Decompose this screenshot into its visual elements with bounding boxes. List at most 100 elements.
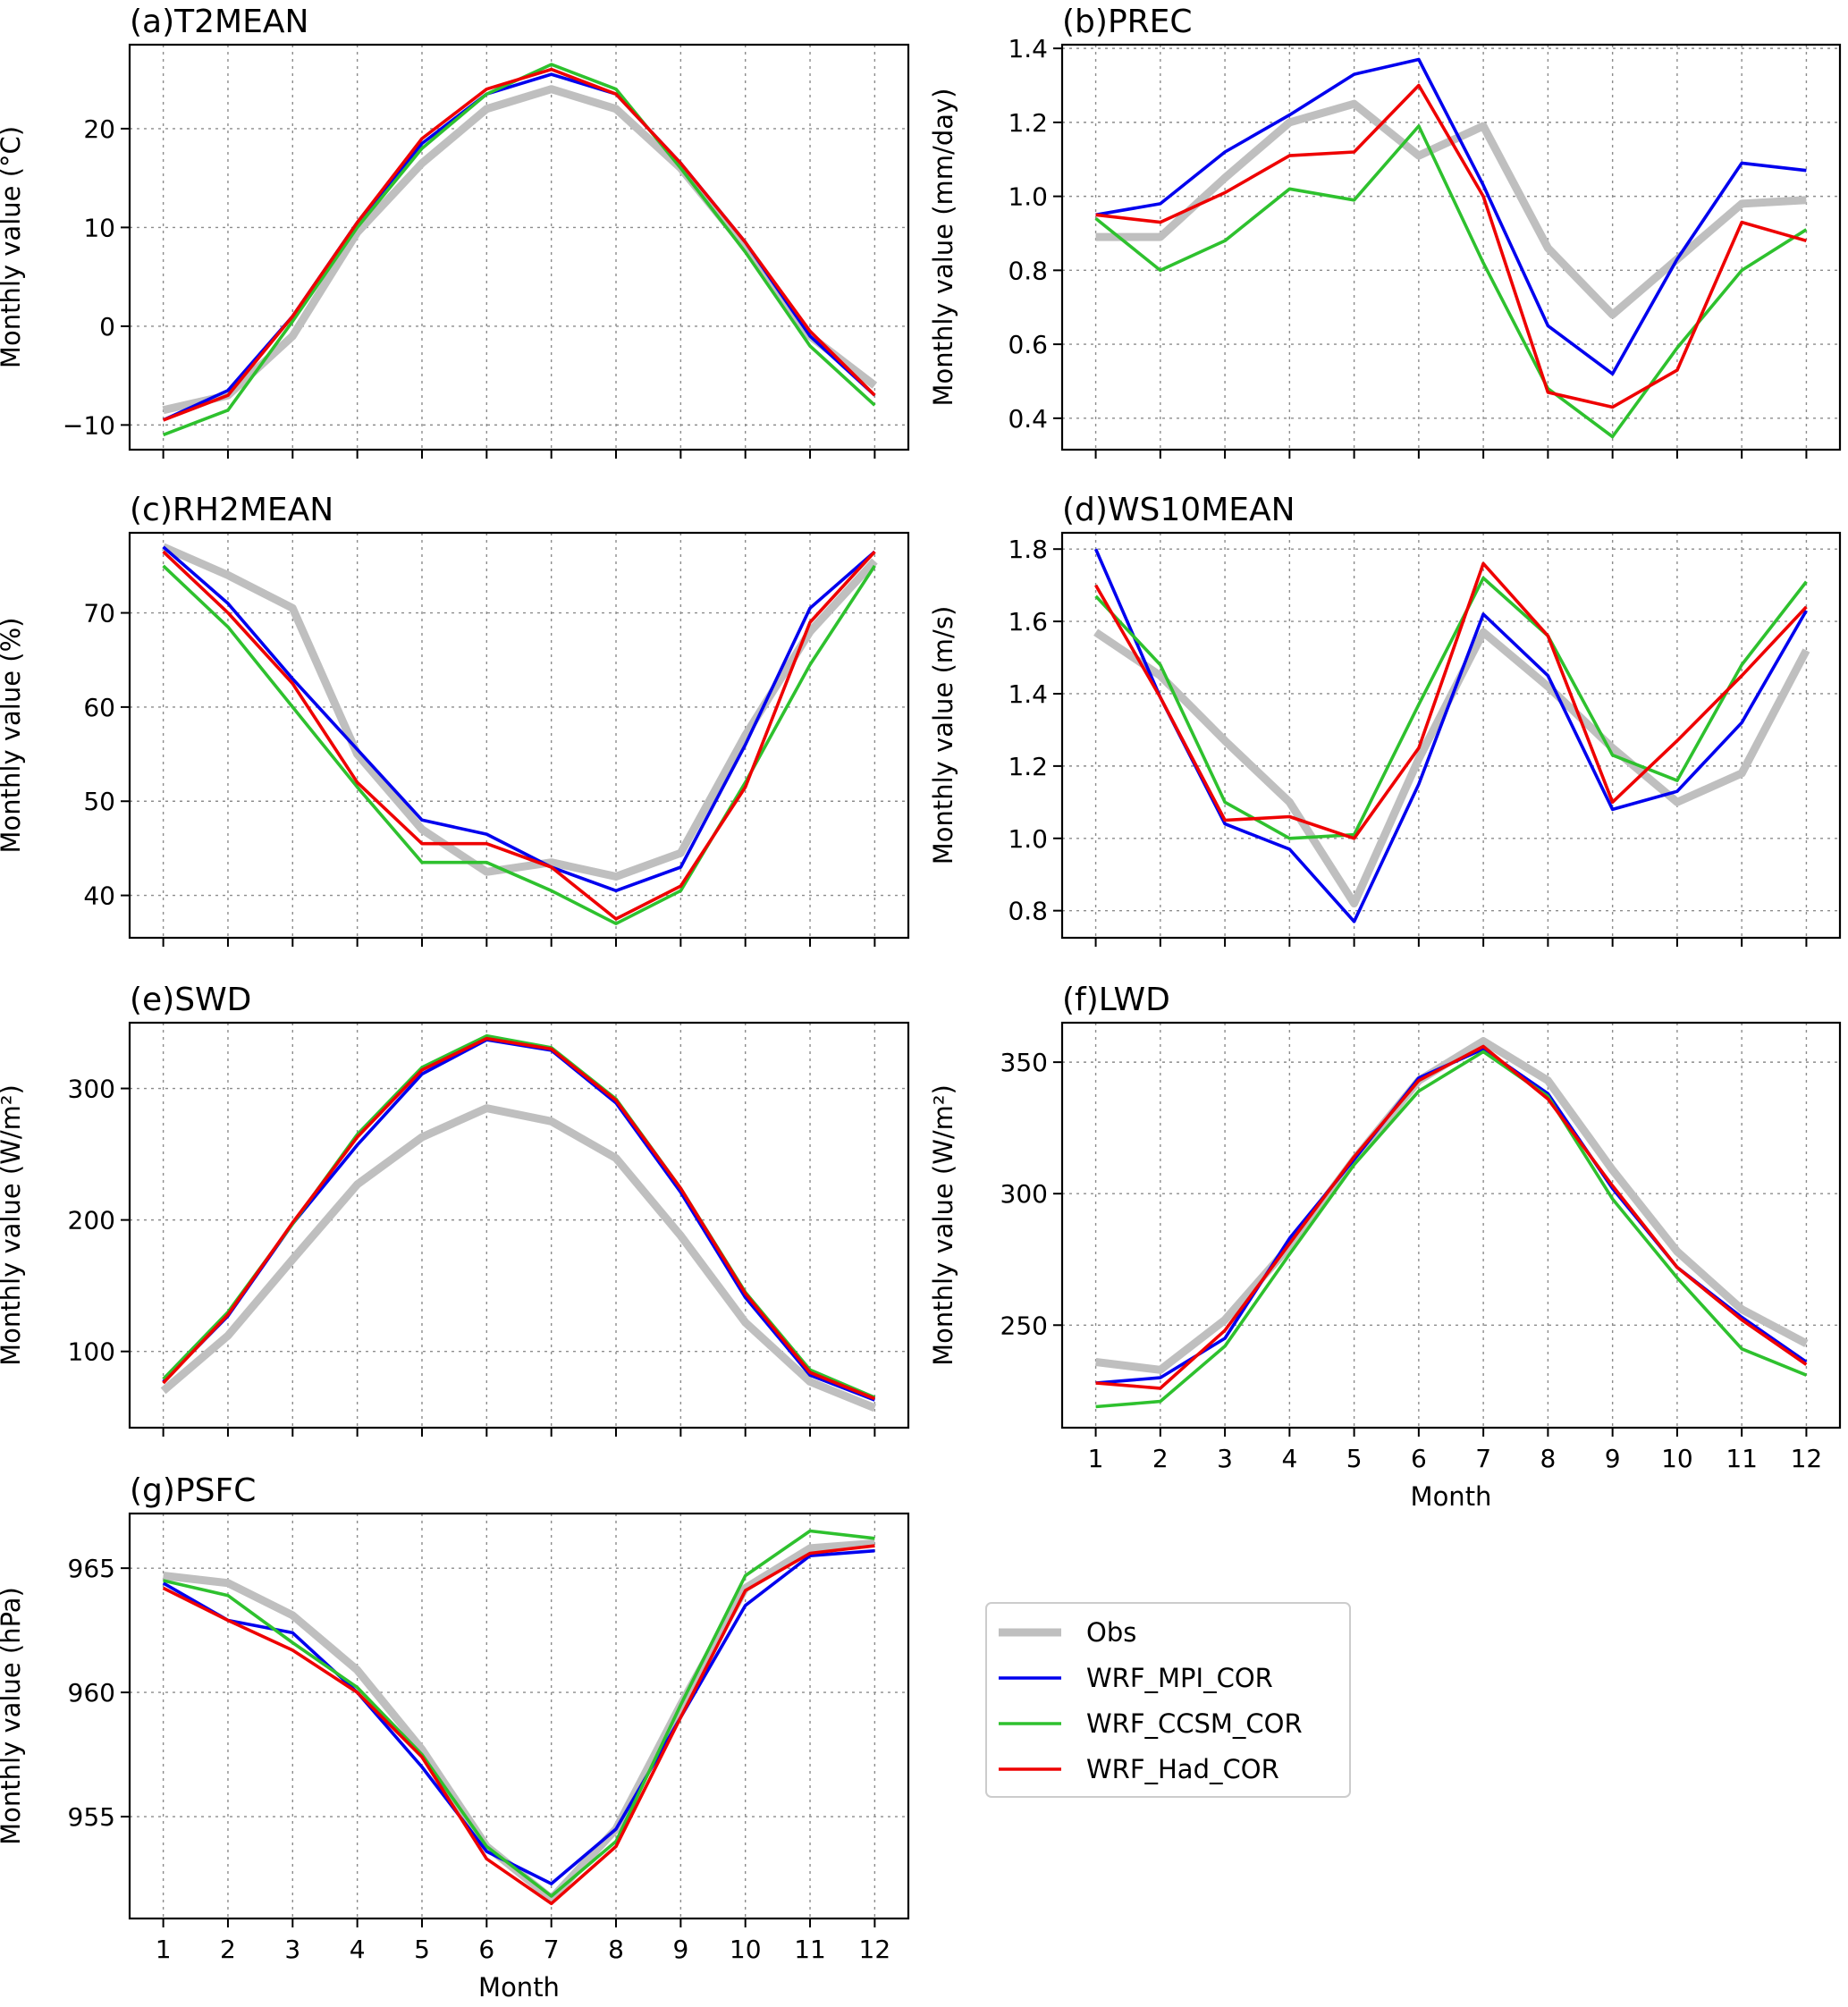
y-tick-label: 250 xyxy=(1000,1311,1048,1340)
series-group xyxy=(1093,548,1810,923)
series-line-wrf-ccsm-cor xyxy=(163,1529,875,1898)
legend-label: WRF_CCSM_COR xyxy=(1086,1708,1303,1739)
x-tick-label: 11 xyxy=(794,1935,826,1964)
y-tick-label: 70 xyxy=(83,599,115,628)
axes-frame xyxy=(128,43,910,451)
y-tick-label: 1.0 xyxy=(1008,182,1048,212)
series-group xyxy=(1094,57,1808,439)
y-axis-label: Monthly value (%) xyxy=(0,618,26,854)
y-axis-label: Monthly value (W/m²) xyxy=(928,1084,958,1366)
grid xyxy=(130,1514,908,1918)
panel-c: (c)RH2MEAN 40 50 60 70 Monthly value (%) xyxy=(0,492,910,947)
x-tick-label: 2 xyxy=(1152,1444,1169,1473)
y-tick-label: 1.2 xyxy=(1008,108,1048,138)
y-tick-label: 60 xyxy=(83,693,115,722)
series-line-obs xyxy=(162,85,878,415)
x-axis-label: Month xyxy=(478,1972,560,2003)
series-group xyxy=(161,543,878,925)
y-tick-label: 1.4 xyxy=(1008,34,1048,63)
x-axis-label: Month xyxy=(1411,1481,1492,1512)
y-axis-label: Monthly value (hPa) xyxy=(0,1587,26,1845)
y-tick-label: 0 xyxy=(99,312,115,342)
y-tick-label: 10 xyxy=(83,213,115,242)
series-line-wrf-ccsm-cor xyxy=(1094,124,1808,439)
grid xyxy=(130,45,908,450)
x-tick-label: 12 xyxy=(1791,1444,1823,1473)
x-tick-label: 1 xyxy=(1088,1444,1104,1473)
panel-title: (c)RH2MEAN xyxy=(130,492,333,528)
grid xyxy=(130,1023,908,1428)
series-group xyxy=(1095,1037,1809,1409)
y-tick-label: 0.4 xyxy=(1008,404,1048,434)
series-line-wrf-had-cor xyxy=(162,1544,875,1906)
x-tick-label: 5 xyxy=(1346,1444,1363,1473)
y-tick-label: 300 xyxy=(1000,1179,1048,1209)
panel-title: (g)PSFC xyxy=(130,1472,256,1509)
series-line-obs xyxy=(1095,1037,1809,1374)
grid xyxy=(130,533,908,938)
x-tick-label: 2 xyxy=(220,1935,236,1964)
y-tick-label: 100 xyxy=(68,1337,115,1367)
y-tick-label: 1.6 xyxy=(1008,607,1048,637)
series-line-wrf-mpi-cor xyxy=(162,545,876,893)
axes-frame xyxy=(128,1021,910,1429)
axes-frame xyxy=(1060,43,1842,451)
x-tick-label: 6 xyxy=(1411,1444,1427,1473)
x-tick-label: 4 xyxy=(350,1935,366,1964)
x-tick-label: 3 xyxy=(1217,1444,1233,1473)
legend-label: WRF_Had_COR xyxy=(1086,1754,1279,1784)
legend-box xyxy=(985,1602,1351,1798)
y-tick-label: 40 xyxy=(83,881,115,911)
y-tick-label: 350 xyxy=(1000,1048,1048,1077)
series-line-wrf-had-cor xyxy=(162,1036,876,1401)
x-tick-label: 5 xyxy=(414,1935,430,1964)
panel-title: (e)SWD xyxy=(130,982,251,1018)
series-line-wrf-ccsm-cor xyxy=(162,63,876,437)
series-line-wrf-had-cor xyxy=(162,67,876,422)
series-line-wrf-mpi-cor xyxy=(162,1548,875,1885)
series-line-wrf-mpi-cor xyxy=(1093,548,1808,923)
x-tick-label: 8 xyxy=(608,1935,624,1964)
series-line-wrf-had-cor xyxy=(1095,83,1807,409)
x-tick-label: 12 xyxy=(859,1935,891,1964)
panel-title: (d)WS10MEAN xyxy=(1062,492,1295,528)
y-tick-label: −10 xyxy=(63,410,115,440)
series-line-wrf-mpi-cor xyxy=(162,72,876,422)
x-tick-label: 9 xyxy=(672,1935,688,1964)
y-tick-label: 0.8 xyxy=(1008,897,1048,926)
x-tick-label: 7 xyxy=(544,1935,560,1964)
y-tick-label: 0.6 xyxy=(1008,330,1048,359)
y-tick-label: 1.2 xyxy=(1008,752,1048,781)
y-tick-label: 965 xyxy=(68,1554,115,1583)
axes-frame xyxy=(1060,531,1842,940)
legend: Obs WRF_MPI_COR WRF_CCSM_COR WRF_Had_COR xyxy=(985,1602,1351,1798)
y-tick-label: 50 xyxy=(83,787,115,816)
axes-frame xyxy=(1060,1021,1842,1429)
x-tick-label: 8 xyxy=(1540,1444,1556,1473)
series-line-wrf-had-cor xyxy=(1095,1044,1808,1390)
x-tick-label: 11 xyxy=(1726,1444,1758,1473)
y-tick-label: 200 xyxy=(68,1206,115,1235)
series-line-wrf-ccsm-cor xyxy=(1094,576,1808,840)
legend-label: Obs xyxy=(1086,1617,1136,1648)
x-tick-label: 9 xyxy=(1605,1444,1621,1473)
y-tick-label: 1.8 xyxy=(1008,535,1048,564)
grid xyxy=(1062,45,1840,450)
series-line-wrf-mpi-cor xyxy=(1095,57,1807,376)
y-tick-label: 960 xyxy=(68,1678,115,1708)
panel-title: (f)LWD xyxy=(1062,982,1170,1018)
series-line-obs xyxy=(160,1104,877,1412)
x-tick-label: 10 xyxy=(730,1935,762,1964)
legend-label: WRF_MPI_COR xyxy=(1086,1663,1273,1693)
x-tick-label: 10 xyxy=(1661,1444,1693,1473)
series-line-obs xyxy=(161,543,878,881)
chart-panels: (a)T2MEAN −10 0 10 20 Monthly value (°C) (b)PR… xyxy=(0,4,1842,2003)
x-tick-label: 7 xyxy=(1475,1444,1491,1473)
axes-frame xyxy=(128,1512,910,1920)
panel-title: (a)T2MEAN xyxy=(130,4,308,40)
y-tick-label: 955 xyxy=(68,1802,115,1832)
axes-frame xyxy=(128,531,910,940)
